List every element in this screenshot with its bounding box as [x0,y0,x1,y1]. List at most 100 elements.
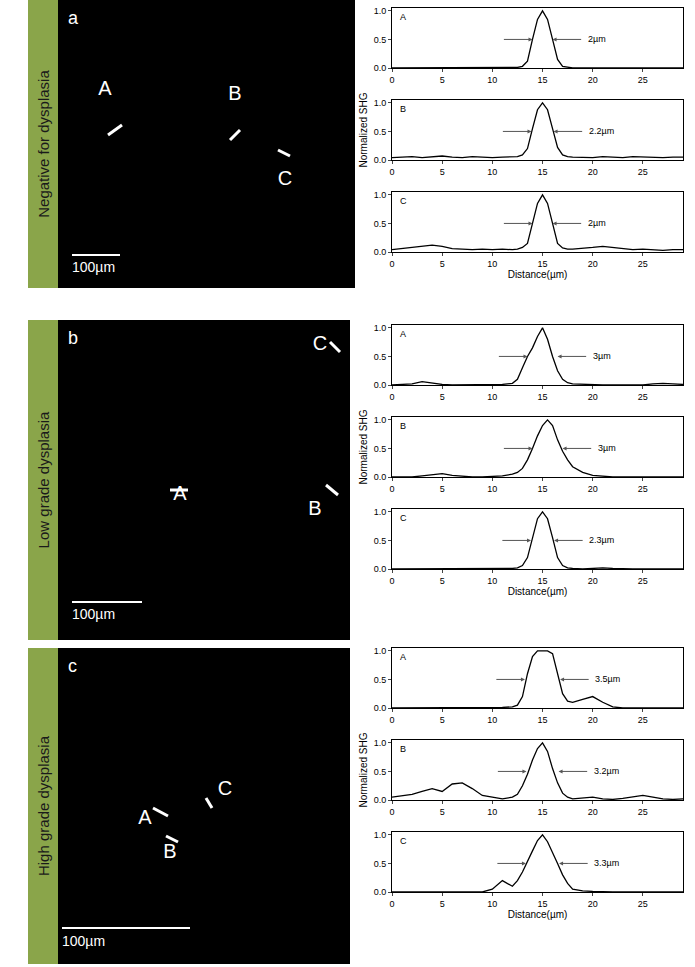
svg-text:10: 10 [487,807,497,817]
svg-text:0.5: 0.5 [374,127,387,137]
svg-text:25: 25 [638,807,648,817]
svg-text:25: 25 [638,715,648,725]
svg-text:c: c [68,656,77,676]
svg-text:15: 15 [538,167,548,177]
svg-text:0: 0 [389,75,394,85]
svg-text:100µm: 100µm [72,606,115,622]
svg-text:5: 5 [440,75,445,85]
svg-text:2.2µm: 2.2µm [589,126,614,136]
svg-text:0.0: 0.0 [374,887,387,897]
svg-text:25: 25 [638,75,648,85]
svg-text:0.5: 0.5 [374,35,387,45]
svg-text:0.0: 0.0 [374,472,387,482]
svg-text:0.0: 0.0 [374,703,387,713]
svg-text:0.0: 0.0 [374,63,387,73]
svg-text:C: C [278,167,292,189]
svg-text:0: 0 [389,392,394,402]
svg-text:0: 0 [389,807,394,817]
svg-text:10: 10 [487,899,497,909]
svg-text:B: B [400,104,406,114]
svg-text:3.3µm: 3.3µm [594,858,619,868]
svg-text:1.0: 1.0 [374,830,387,840]
svg-text:1.0: 1.0 [374,6,387,16]
svg-text:5: 5 [440,392,445,402]
svg-text:20: 20 [588,392,598,402]
svg-text:C: C [218,777,232,799]
svg-text:15: 15 [538,576,548,586]
svg-text:0: 0 [389,899,394,909]
svg-text:0.0: 0.0 [374,564,387,574]
svg-text:10: 10 [487,576,497,586]
svg-text:Distance(µm): Distance(µm) [508,909,568,920]
svg-text:15: 15 [538,715,548,725]
svg-text:20: 20 [588,75,598,85]
svg-text:Distance(µm): Distance(µm) [508,586,568,597]
svg-text:a: a [68,8,79,28]
svg-text:25: 25 [638,484,648,494]
svg-text:1.0: 1.0 [374,507,387,517]
svg-text:A: A [173,482,187,504]
svg-text:0: 0 [389,167,394,177]
svg-text:0.5: 0.5 [374,859,387,869]
svg-text:Normalized SHG: Normalized SHG [358,409,369,484]
svg-text:0.5: 0.5 [374,767,387,777]
svg-text:0: 0 [389,484,394,494]
svg-text:20: 20 [588,715,598,725]
svg-text:0.5: 0.5 [374,536,387,546]
svg-text:20: 20 [588,899,598,909]
svg-text:5: 5 [440,259,445,269]
svg-text:10: 10 [487,75,497,85]
svg-text:3µm: 3µm [598,443,616,453]
svg-text:B: B [400,421,406,431]
svg-text:C: C [400,196,407,206]
svg-text:20: 20 [588,576,598,586]
svg-text:0: 0 [389,259,394,269]
svg-text:0.0: 0.0 [374,795,387,805]
svg-text:100µm: 100µm [72,259,115,275]
svg-text:0.5: 0.5 [374,219,387,229]
svg-text:0.0: 0.0 [374,380,387,390]
svg-text:C: C [400,836,407,846]
svg-text:B: B [228,82,241,104]
svg-text:Normalized SHG: Normalized SHG [358,92,369,167]
svg-text:5: 5 [440,167,445,177]
svg-text:20: 20 [588,807,598,817]
svg-text:10: 10 [487,259,497,269]
svg-text:25: 25 [638,259,648,269]
svg-text:A: A [98,77,112,99]
svg-text:10: 10 [487,484,497,494]
svg-text:25: 25 [638,392,648,402]
svg-text:A: A [138,806,152,828]
svg-text:Distance(µm): Distance(µm) [508,269,568,280]
svg-text:2.3µm: 2.3µm [589,535,614,545]
svg-text:25: 25 [638,576,648,586]
svg-text:15: 15 [538,899,548,909]
svg-text:A: A [400,12,406,22]
svg-text:5: 5 [440,484,445,494]
svg-text:15: 15 [538,259,548,269]
svg-text:10: 10 [487,392,497,402]
svg-text:0.5: 0.5 [374,675,387,685]
svg-text:0.0: 0.0 [374,247,387,257]
svg-text:B: B [308,497,321,519]
svg-text:C: C [313,332,327,354]
svg-text:Normalized SHG: Normalized SHG [358,732,369,807]
svg-text:20: 20 [588,259,598,269]
svg-text:C: C [400,513,407,523]
svg-text:5: 5 [440,715,445,725]
svg-text:A: A [400,652,406,662]
svg-text:1.0: 1.0 [374,646,387,656]
svg-text:3.5µm: 3.5µm [595,674,620,684]
svg-text:100µm: 100µm [62,933,105,949]
svg-text:15: 15 [538,392,548,402]
svg-text:0: 0 [389,576,394,586]
svg-text:3µm: 3µm [593,351,611,361]
svg-text:5: 5 [440,899,445,909]
svg-text:1.0: 1.0 [374,190,387,200]
svg-text:2µm: 2µm [588,34,606,44]
svg-text:10: 10 [487,167,497,177]
svg-text:B: B [163,840,176,862]
svg-text:15: 15 [538,807,548,817]
svg-text:10: 10 [487,715,497,725]
svg-text:2µm: 2µm [588,218,606,228]
